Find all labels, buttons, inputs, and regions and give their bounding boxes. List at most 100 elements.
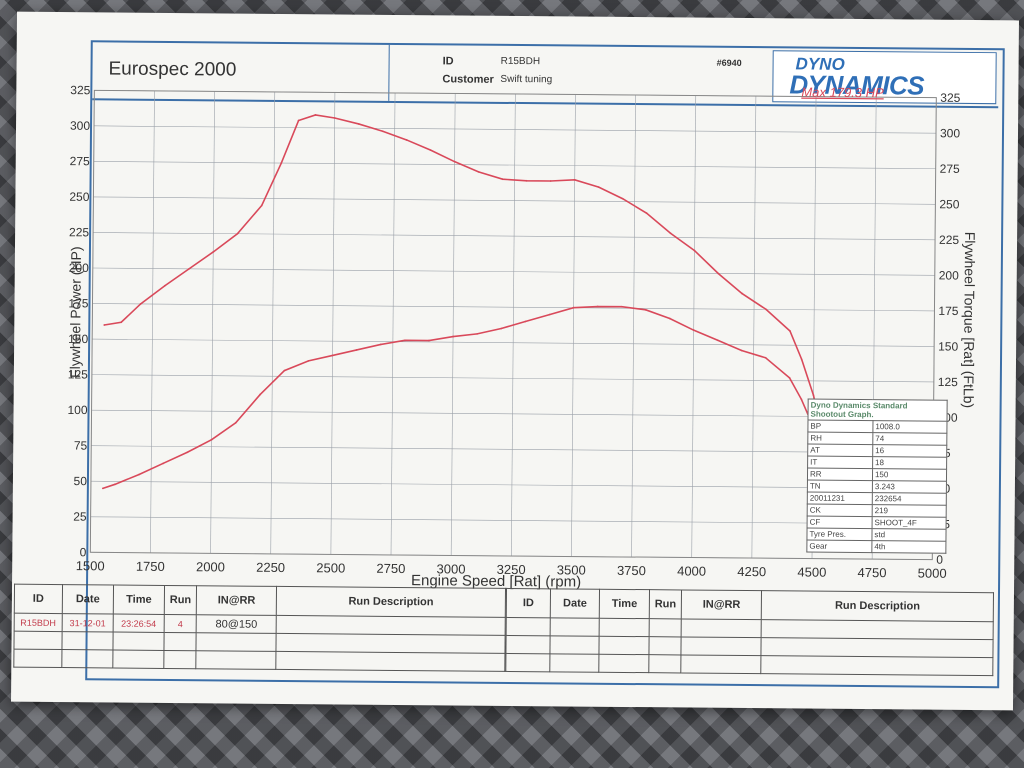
grid-line-vertical [330,92,336,555]
x-tick-label: 3250 [497,562,526,577]
runs-cell [195,650,277,670]
chart-series [101,114,822,490]
grid-line-vertical [751,96,757,559]
runs-header-cell: Run Description [761,590,994,622]
x-tick-label: 2250 [256,560,285,575]
data-point [692,329,695,332]
x-axis-label: Engine Speed [Rat] (rpm) [411,572,581,590]
data-point [162,462,165,465]
y-tick-label-left: 25 [73,510,87,524]
data-point [101,487,104,490]
y-tick-label-left: 125 [68,367,88,381]
data-point [693,249,696,252]
data-point [789,330,791,332]
power-curve [102,305,814,490]
runs-cell [196,632,277,652]
data-point [740,349,743,352]
y-tick-label-left: 225 [69,225,89,239]
runs-cell [761,655,993,676]
x-tick-label: 3500 [557,562,586,577]
data-point [669,232,672,235]
info-value: 18 [872,456,947,470]
data-point [549,180,552,182]
info-value: SHOOT_4F [872,516,947,530]
x-tick-label: 2000 [196,559,225,574]
data-point [644,308,647,311]
data-point [283,369,286,372]
info-value: 16 [872,444,947,458]
runs-cell [112,632,165,651]
x-tick-label: 2750 [376,561,405,576]
x-tick-label: 4000 [677,563,706,578]
data-point [236,232,239,235]
info-value: 150 [872,468,947,482]
y-tick-label-right: 150 [938,339,958,353]
runs-cell [599,654,649,673]
x-tick-label: 2500 [316,560,345,575]
data-point [645,212,648,215]
info-caption: Dyno Dynamics Standard Shootout Graph. [807,399,948,422]
info-key: IT [807,456,873,469]
grid-line-horizontal [90,516,933,525]
runs-cell [505,653,550,672]
data-point [186,451,189,454]
runs-cell [648,636,682,655]
runs-header-cell: ID [14,584,63,614]
y-tick-label-left: 75 [74,439,88,453]
x-tick-label: 1750 [136,559,165,574]
runs-cell [61,631,114,651]
runs-cell [648,654,682,673]
data-point [260,204,263,207]
runs-cell [506,617,551,636]
y-tick-label-right: 225 [939,233,959,247]
runs-cell [761,637,994,658]
y-tick-label-left: 250 [69,190,89,204]
grid-line-horizontal [91,445,934,454]
data-point [212,251,215,253]
data-point [812,394,815,397]
info-value: 3.243 [872,480,947,494]
runs-cell [163,650,197,669]
runs-header-cell: IN@RR [196,585,277,616]
data-point [621,197,624,200]
data-point [800,358,803,361]
chart-axes: 1500 1750 2000 2250 2500 2750 3000 3250 3500 3750… [67,83,960,581]
runs-cell [112,650,164,669]
data-point [163,284,166,287]
runs-cell: 31-12-01 [61,613,114,633]
y-tick-label-left: 175 [68,296,88,310]
data-point [741,292,743,295]
data-point [405,139,408,141]
grid-line-vertical [150,90,155,553]
info-key: TN [807,480,873,493]
runs-header-cell: Time [113,585,165,615]
runs-cell [680,654,762,674]
data-point [331,354,334,357]
data-point [234,421,237,424]
data-point [716,339,719,342]
data-point [355,349,358,351]
info-key: BP [807,420,873,433]
y-tick-label-left: 275 [70,154,90,168]
dyno-chart: 1500 1750 2000 2250 2500 2750 3000 3250 3500 3750… [67,83,978,590]
data-point [379,343,382,346]
runs-row [505,653,993,676]
grid-line-horizontal [92,338,935,347]
data-point [280,162,283,164]
runs-cell [599,618,650,637]
dyno-info-table: Dyno Dynamics Standard Shootout Graph. B… [806,398,948,554]
y-tick-label-right: 300 [940,126,960,140]
data-point [501,178,504,181]
runs-cell [276,615,506,636]
y-tick-label-right: 200 [939,268,959,282]
data-point [524,320,527,323]
x-tick-label: 4500 [797,564,826,579]
grid-line-vertical [390,92,396,555]
data-point [120,321,123,324]
runs-cell [761,619,994,640]
data-point [307,359,310,362]
x-tick-label: 4250 [737,564,766,579]
runs-cell [649,618,682,637]
runs-cell [549,653,600,673]
data-point [788,376,791,379]
